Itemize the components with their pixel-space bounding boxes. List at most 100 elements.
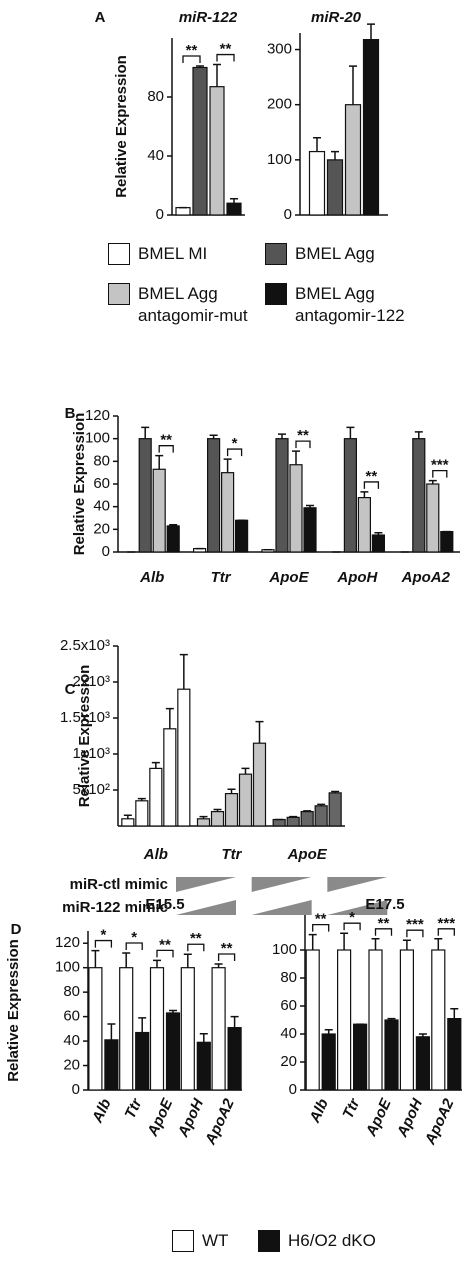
y-tick-label: 120 (85, 407, 110, 424)
y-tick-label: 80 (147, 88, 164, 105)
panel-letter: D (11, 921, 22, 938)
y-axis-label: Relative Expression (5, 939, 22, 1082)
bar (165, 1012, 181, 1091)
bar (440, 530, 454, 553)
y-tick-label: 0 (102, 543, 110, 560)
error-bar (428, 479, 437, 484)
significance-bracket (216, 53, 235, 62)
error-bar (331, 790, 340, 793)
error-bar (183, 953, 192, 968)
y-tick-label: 40 (93, 498, 110, 515)
x-tick-label: Alb (139, 569, 164, 586)
bar (221, 472, 235, 553)
bar (135, 800, 149, 827)
error-bar (374, 531, 383, 535)
significance-bracket (437, 928, 455, 936)
error-bar (230, 1015, 239, 1028)
error-bar (209, 434, 218, 439)
y-tick-label: 200 (267, 96, 292, 113)
panel-letter: B (65, 405, 76, 422)
y-tick-label: 20 (93, 520, 110, 537)
bar (149, 767, 163, 827)
legend-label: BMEL Agg antagomir-mut (138, 284, 248, 325)
y-axis-label: Relative Expression (113, 55, 130, 198)
bar (353, 1023, 368, 1091)
x-tick-label: Ttr (222, 846, 243, 863)
x-tick-label: ApoA2 (421, 1096, 458, 1148)
x-tick-label: Ttr (122, 1095, 146, 1121)
bar (226, 202, 242, 216)
y-tick-label: 60 (280, 997, 297, 1014)
significance-bracket (226, 448, 243, 457)
x-tick-label: ApoH (336, 569, 378, 586)
chart-title: E17.5 (365, 896, 404, 913)
bar (384, 1019, 399, 1091)
bar (426, 483, 440, 553)
y-tick-label: 60 (93, 475, 110, 492)
error-bar (165, 707, 174, 729)
bar (447, 1017, 462, 1091)
significance-label: *** (431, 457, 449, 474)
error-bar (346, 426, 355, 439)
significance-label: ** (378, 915, 390, 932)
legend-swatch (108, 243, 130, 265)
y-tick-label: 100 (272, 941, 297, 958)
error-bar (340, 932, 349, 950)
x-tick-label: ApoA2 (202, 1096, 239, 1148)
bar (104, 1039, 119, 1091)
chart-title: E15.5 (145, 896, 184, 913)
significance-bracket (312, 923, 330, 932)
bar (88, 967, 103, 1091)
error-bar (169, 524, 178, 526)
significance-label: ** (366, 468, 378, 485)
error-bar (255, 720, 264, 744)
y-tick-label: 100 (85, 430, 110, 447)
y-tick-label: 100 (267, 151, 292, 168)
x-tick-label: ApoE (287, 846, 328, 863)
error-bar (278, 433, 286, 439)
bar (368, 949, 383, 1091)
significance-label: * (100, 927, 106, 944)
bar (252, 742, 267, 827)
error-bar (151, 761, 160, 769)
bar (149, 967, 165, 1091)
legend-entry: WT (172, 1230, 342, 1252)
y-tick-label: 1.5x10³ (60, 709, 110, 726)
legend-entry: BMEL Agg antagomir-mut (108, 283, 278, 327)
bar (238, 773, 253, 827)
y-tick-label: 40 (280, 1025, 297, 1042)
x-tick-label: Ttr (211, 569, 232, 586)
x-tick-label: ApoE (268, 569, 309, 586)
bar (211, 967, 226, 1091)
y-tick-label: 5x10² (72, 781, 110, 798)
error-bar (434, 938, 443, 950)
mimic-wedge (251, 900, 312, 915)
bar (175, 207, 191, 216)
x-tick-label: Alb (89, 1096, 115, 1126)
legend-entry: H6/O2 dKO (258, 1230, 428, 1252)
error-bar (306, 504, 314, 508)
significance-bracket (363, 481, 380, 489)
bar (275, 438, 289, 553)
significance-bracket (343, 922, 361, 931)
x-tick-label: ApoE (362, 1095, 395, 1139)
bar (289, 464, 303, 553)
bar (227, 1027, 242, 1091)
significance-bracket (187, 943, 205, 952)
bar (431, 949, 446, 1091)
significance-label: ** (159, 936, 171, 953)
legend-label: WT (202, 1231, 229, 1250)
error-bar (213, 808, 222, 812)
x-tick-label: Alb (306, 1096, 332, 1126)
bar (196, 818, 211, 827)
bar (303, 507, 317, 553)
bar (362, 39, 380, 216)
x-tick-label: ApoH (174, 1095, 207, 1140)
bar (305, 949, 320, 1091)
bar (272, 818, 286, 827)
bar (210, 810, 225, 827)
error-bar (303, 810, 312, 812)
x-tick-label: ApoH (393, 1095, 426, 1140)
panel-letter: C (65, 681, 76, 698)
